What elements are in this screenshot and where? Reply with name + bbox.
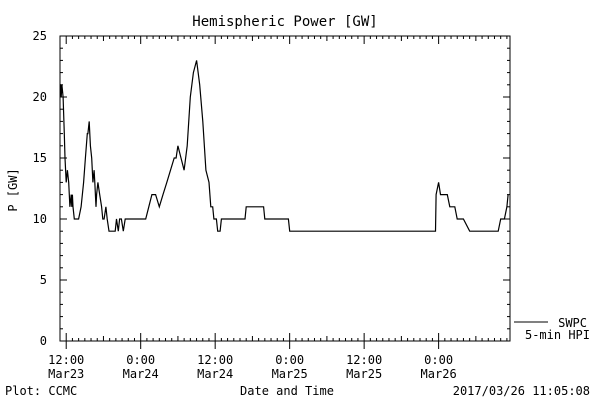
y-tick-label: 0 — [40, 334, 47, 348]
y-axis-label: P [GW] — [6, 168, 20, 211]
x-tick-label-date: Mar24 — [123, 367, 159, 381]
plot-timestamp: 2017/03/26 11:05:08 — [453, 384, 590, 398]
y-axis: 0 5 10 15 20 25 — [33, 29, 510, 348]
legend-label-line1: SWPC — [558, 316, 587, 330]
legend-label-line2: 5-min HPI — [525, 328, 590, 342]
x-tick-label-time: 12:00 — [48, 353, 84, 367]
x-axis-label: Date and Time — [240, 384, 334, 398]
y-tick-label: 15 — [33, 151, 47, 165]
x-tick-label-time: 0:00 — [126, 353, 155, 367]
x-tick-label-time: 0:00 — [275, 353, 304, 367]
x-tick-label-date: Mar25 — [346, 367, 382, 381]
x-tick-label-time: 0:00 — [424, 353, 453, 367]
x-tick-label-time: 12:00 — [197, 353, 233, 367]
series-line-hpi — [60, 60, 509, 232]
chart-title: Hemispheric Power [GW] — [192, 14, 377, 30]
x-tick-label-date: Mar23 — [48, 367, 84, 381]
x-tick-label-date: Mar26 — [421, 367, 457, 381]
series-layer — [60, 60, 509, 232]
y-tick-label: 5 — [40, 273, 47, 287]
plot-frame — [59, 35, 511, 342]
y-tick-label: 25 — [33, 29, 47, 43]
x-axis: 12:00Mar230:00Mar2412:00Mar240:00Mar2512… — [48, 36, 508, 381]
y-tick-label: 20 — [33, 90, 47, 104]
plot-credit: Plot: CCMC — [5, 384, 77, 398]
y-tick-label: 10 — [33, 212, 47, 226]
x-tick-label-date: Mar25 — [272, 367, 308, 381]
x-tick-label-time: 12:00 — [346, 353, 382, 367]
x-tick-label-date: Mar24 — [197, 367, 233, 381]
